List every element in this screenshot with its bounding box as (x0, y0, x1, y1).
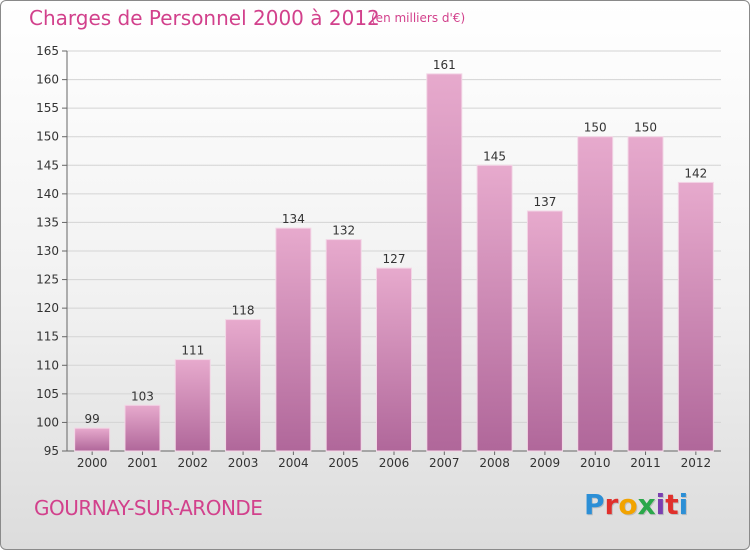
x-tick-label-2009: 2009 (530, 456, 561, 470)
bar-2012 (677, 181, 714, 452)
y-tick-label: 160 (36, 73, 59, 87)
logo-letter: t (665, 488, 679, 521)
bar-2003 (225, 319, 262, 452)
bar-2002 (174, 359, 211, 452)
y-axis-labels: 95 100 105 110 115 120 125 130 135 140 145 150 155 16… (36, 44, 59, 458)
value-label-2012: 142 (684, 166, 707, 180)
proxiti-logo[interactable]: Proxiti (584, 488, 688, 521)
commune-name: GOURNAY-SUR-ARONDE (34, 496, 263, 520)
value-label-2002: 111 (181, 344, 204, 358)
value-label-2011: 150 (634, 121, 657, 135)
y-tick-label: 130 (36, 244, 59, 258)
x-tick-label-2011: 2011 (630, 456, 661, 470)
logo-letter: r (604, 488, 619, 521)
y-tick-label: 135 (36, 215, 59, 229)
y-tick-label: 115 (36, 330, 59, 344)
chart-title: Charges de Personnel 2000 à 2012 (29, 6, 380, 30)
value-label-2009: 137 (533, 195, 556, 209)
bar-2001 (124, 404, 161, 452)
x-tick-label-2004: 2004 (278, 456, 309, 470)
y-tick-label: 105 (36, 387, 59, 401)
y-tick-label: 125 (36, 273, 59, 287)
bar-2009 (526, 210, 563, 452)
value-label-2008: 145 (483, 149, 506, 163)
bar-2000 (74, 427, 111, 452)
logo-letter: i (678, 488, 689, 521)
x-tick-label-2001: 2001 (127, 456, 158, 470)
y-tick-label: 120 (36, 301, 59, 315)
value-label-2006: 127 (383, 252, 406, 266)
x-tick-label-2008: 2008 (479, 456, 510, 470)
value-labels: 99 103 111 118 134 132 127 161 145 137 150 150 142 (85, 58, 708, 426)
x-axis-labels: 2000 2001 2002 2003 2004 2005 2006 2007 2008 2009… (77, 456, 711, 470)
value-label-2001: 103 (131, 389, 154, 403)
bars (74, 73, 714, 452)
logo-letter: o (618, 488, 638, 521)
x-tick-label-2002: 2002 (177, 456, 208, 470)
x-tick-label-2000: 2000 (77, 456, 108, 470)
bar-2007 (426, 73, 463, 452)
x-tick-label-2003: 2003 (228, 456, 259, 470)
logo-letter: x (637, 488, 656, 521)
value-label-2005: 132 (332, 224, 355, 238)
value-label-2010: 150 (584, 121, 607, 135)
x-tick-label-2010: 2010 (580, 456, 611, 470)
logo-letter: i (655, 488, 666, 521)
y-tick-label: 140 (36, 187, 59, 201)
bar-2010 (577, 136, 614, 452)
value-label-2007: 161 (433, 58, 456, 72)
y-tick-label: 150 (36, 130, 59, 144)
value-label-2004: 134 (282, 212, 305, 226)
x-tick-label-2012: 2012 (681, 456, 712, 470)
bar-2011 (627, 136, 664, 452)
bar-2008 (476, 164, 513, 452)
y-tick-label: 100 (36, 415, 59, 429)
value-label-2000: 99 (85, 412, 100, 426)
y-tick-label: 165 (36, 44, 59, 58)
x-tick-label-2007: 2007 (429, 456, 460, 470)
value-label-2003: 118 (232, 304, 255, 318)
x-tick-label-2005: 2005 (328, 456, 359, 470)
y-tick-label: 145 (36, 158, 59, 172)
logo-letter: P (584, 488, 605, 521)
bar-2004 (275, 227, 312, 452)
x-tick-label-2006: 2006 (379, 456, 410, 470)
chart-subtitle: (en milliers d'€) (371, 11, 466, 25)
y-tick-label: 95 (44, 444, 59, 458)
bar-2006 (376, 267, 412, 452)
y-tick-label: 155 (36, 101, 59, 115)
y-tick-label: 110 (36, 358, 59, 372)
bar-2005 (325, 239, 362, 452)
